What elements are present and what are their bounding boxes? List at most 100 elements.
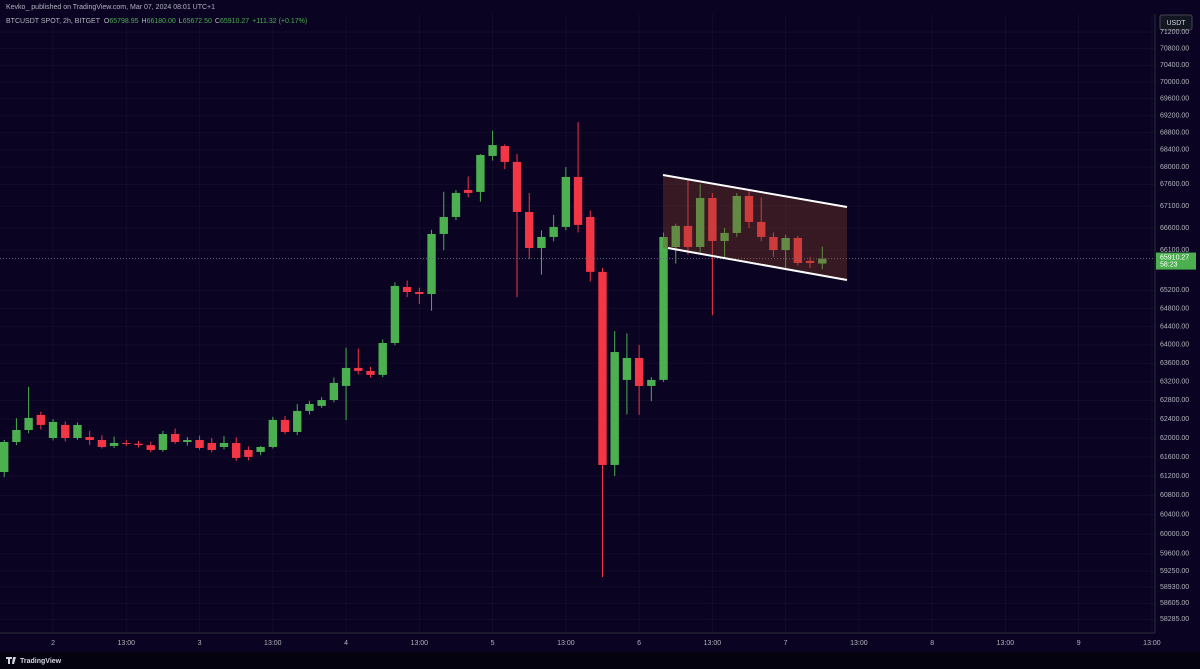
candle-body <box>439 216 448 234</box>
candle-body <box>134 443 143 446</box>
candle-body <box>671 225 680 248</box>
candle-body <box>463 189 473 193</box>
legend-key: C <box>215 18 220 25</box>
y-tick-label: 62400.00 <box>1160 416 1189 423</box>
candle-body <box>354 367 363 371</box>
candle-body <box>695 197 705 248</box>
y-tick-label: 58605.00 <box>1160 600 1189 607</box>
x-tick-label: 5 <box>491 640 495 647</box>
brand-name: TradingView <box>20 658 62 665</box>
symbol-legend: BTCUSDT SPOT, 2h, BITGET O65798.95 H66180.… <box>6 18 307 25</box>
y-tick-label: 58285.00 <box>1160 616 1189 623</box>
candle-body <box>793 237 803 263</box>
countdown-label: 58:23 <box>1160 261 1178 268</box>
candle-body <box>36 414 46 425</box>
y-tick-label: 70400.00 <box>1160 62 1189 69</box>
candle-body <box>268 419 278 447</box>
candle-body <box>818 258 827 264</box>
y-tick-label: 65200.00 <box>1160 287 1189 294</box>
last-price-label: 65910.27 <box>1160 254 1189 261</box>
candle-body <box>109 442 119 446</box>
candle-body <box>0 441 9 472</box>
legend-key: H <box>142 18 147 25</box>
y-tick-label: 63600.00 <box>1160 360 1189 367</box>
candle-body <box>341 367 351 386</box>
candle-body <box>415 291 424 295</box>
symbol: BTCUSDT SPOT, 2h, BITGET <box>6 18 101 25</box>
candle-body <box>732 195 741 233</box>
x-tick-label: 13:00 <box>557 640 575 647</box>
candle-body <box>231 442 241 458</box>
legend-key: O <box>104 18 110 25</box>
candle-body <box>622 357 632 380</box>
plot-area <box>0 122 1155 578</box>
candle-body <box>280 419 290 432</box>
candle-body <box>525 211 534 249</box>
legend-value: 65672.50 <box>183 18 212 25</box>
candle-body <box>586 216 595 272</box>
candle-body <box>500 146 510 162</box>
brand-logo <box>6 657 16 664</box>
x-tick-label: 13:00 <box>850 640 868 647</box>
y-tick-label: 68400.00 <box>1160 147 1189 154</box>
y-tick-label: 68000.00 <box>1160 164 1189 171</box>
y-tick-label: 58930.00 <box>1160 584 1189 591</box>
candle-body <box>427 233 436 295</box>
y-tick-label: 64000.00 <box>1160 342 1189 349</box>
x-tick-label: 6 <box>637 640 641 647</box>
y-tick-label: 66600.00 <box>1160 225 1189 232</box>
x-tick-label: 3 <box>198 640 202 647</box>
candle-body <box>634 357 644 386</box>
published-note: Kevko_ published on TradingView.com, Mar… <box>6 4 215 11</box>
x-tick-label: 13:00 <box>704 640 722 647</box>
y-tick-label: 70000.00 <box>1160 79 1189 86</box>
candle-body <box>24 417 33 430</box>
y-tick-label: 67600.00 <box>1160 181 1189 188</box>
candle-body <box>537 236 546 249</box>
candle-body <box>476 154 485 192</box>
last-price-box <box>1156 252 1196 270</box>
x-tick-label: 13:00 <box>997 640 1015 647</box>
y-tick-label: 63200.00 <box>1160 379 1189 386</box>
candle-body <box>317 400 326 406</box>
y-tick-label: 64400.00 <box>1160 323 1189 330</box>
candle-body <box>378 342 387 375</box>
candle-body <box>720 232 729 241</box>
y-tick-label: 68800.00 <box>1160 130 1189 137</box>
candle-body <box>598 271 607 465</box>
x-tick-label: 13:00 <box>264 640 282 647</box>
candle-body <box>769 236 778 251</box>
candle-body <box>305 403 314 411</box>
y-tick-label: 69600.00 <box>1160 96 1189 103</box>
y-tick-label: 59600.00 <box>1160 551 1189 558</box>
channel-fill <box>663 175 847 280</box>
legend-value: 65910.27 <box>220 18 249 25</box>
candle-body <box>561 176 571 227</box>
candle-body <box>683 225 693 248</box>
x-tick-label: 2 <box>51 640 55 647</box>
candle-body <box>244 449 253 457</box>
y-tick-label: 60000.00 <box>1160 531 1189 538</box>
y-tick-label: 67100.00 <box>1160 203 1189 210</box>
x-tick-label: 4 <box>344 640 348 647</box>
candle-body <box>293 410 302 432</box>
currency-label[interactable]: USDT <box>1166 20 1186 27</box>
y-tick-label: 70800.00 <box>1160 45 1189 52</box>
candle-body <box>402 286 412 292</box>
candle-body <box>610 352 619 465</box>
candle-body <box>708 197 717 241</box>
candle-body <box>12 429 21 442</box>
axes: 71200.00 70800.00 70400.00 70000.00 69600.00… <box>51 29 1196 647</box>
x-tick-label: 9 <box>1077 640 1081 647</box>
y-tick-label: 64800.00 <box>1160 305 1189 312</box>
candle-body <box>219 442 229 447</box>
y-tick-label: 60800.00 <box>1160 492 1189 499</box>
currency-button[interactable] <box>1159 14 1193 31</box>
y-tick-label: 69200.00 <box>1160 113 1189 120</box>
candle-body <box>744 195 754 222</box>
candle-body <box>647 379 656 386</box>
candle-body <box>170 433 180 442</box>
footer-bar <box>0 652 1200 669</box>
x-tick-label: 13:00 <box>411 640 429 647</box>
